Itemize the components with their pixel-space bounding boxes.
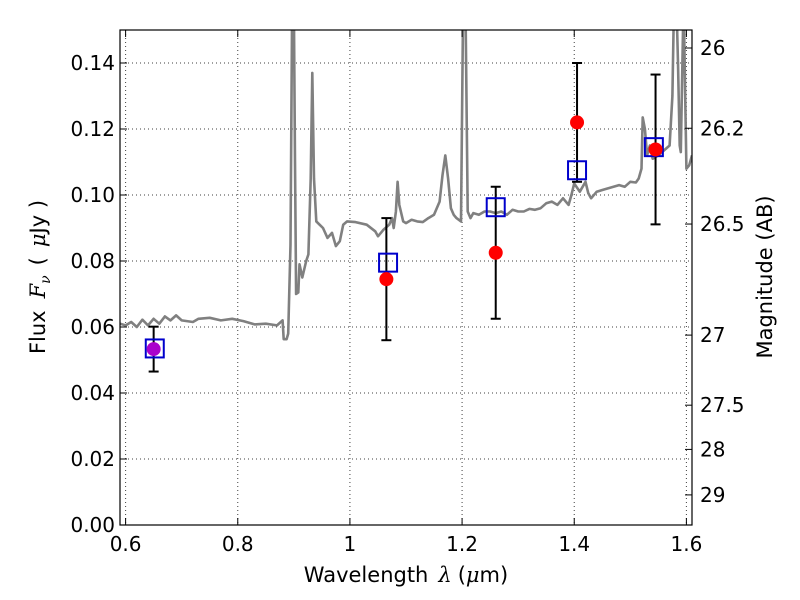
y2-axis-label: Magnitude (AB) <box>753 195 777 358</box>
y2-tick-label: 26.2 <box>700 116 745 140</box>
y-tick-label: 0.04 <box>70 381 115 405</box>
observed-data-point <box>146 342 161 357</box>
model-photometry-box <box>485 197 506 218</box>
x-axis-ticks: 0.6 0.8 1 1.2 1.4 1.6 <box>110 30 702 556</box>
y-tick-label: 0.06 <box>70 315 115 339</box>
y-tick-label: 0.00 <box>70 513 115 537</box>
grid-layer <box>120 30 692 525</box>
y-axis-label: FluxFν(μJy ) <box>26 200 54 354</box>
y-tick-label: 0.08 <box>70 249 115 273</box>
y2-tick-label: 27.5 <box>700 393 745 417</box>
y2-tick-label: 26.5 <box>700 212 745 236</box>
model-photometry-box <box>144 338 165 359</box>
x-axis-label: Wavelength λ (μm) <box>304 563 508 587</box>
x-tick-label: 1.6 <box>670 532 702 556</box>
y-axis-ticks: 0.00 0.02 0.04 0.06 0.08 0.10 0.12 0.14 <box>70 51 127 537</box>
y-tick-label: 0.10 <box>70 183 115 207</box>
model-spectrum-line <box>120 30 692 341</box>
y2-tick-label: 27 <box>700 323 725 347</box>
errorbar-layer <box>148 62 661 373</box>
y-tick-label: 0.12 <box>70 117 115 141</box>
spectrum-layer <box>120 30 692 341</box>
x-tick-label: 0.6 <box>110 532 142 556</box>
model-photometry-box <box>567 160 588 181</box>
model-box-layer <box>144 137 664 359</box>
observed-data-point <box>488 245 503 260</box>
observed-data-point <box>648 142 663 157</box>
x-tick-label: 1.2 <box>446 532 478 556</box>
y2-tick-label: 29 <box>700 483 725 507</box>
plot-frame <box>119 29 693 526</box>
y-tick-label: 0.14 <box>70 51 115 75</box>
x-tick-label: 1.4 <box>558 532 590 556</box>
x-tick-label: 0.8 <box>222 532 254 556</box>
y2-axis-ticks: 26 26.2 26.5 27 27.5 28 29 <box>685 36 745 507</box>
y2-tick-label: 26 <box>700 36 725 60</box>
observed-point-layer <box>146 115 663 357</box>
y2-tick-label: 28 <box>700 437 725 461</box>
observed-data-point <box>570 115 585 130</box>
observed-data-point <box>379 272 394 287</box>
model-photometry-box <box>378 252 399 273</box>
y-tick-label: 0.02 <box>70 447 115 471</box>
x-tick-label: 1 <box>344 532 357 556</box>
